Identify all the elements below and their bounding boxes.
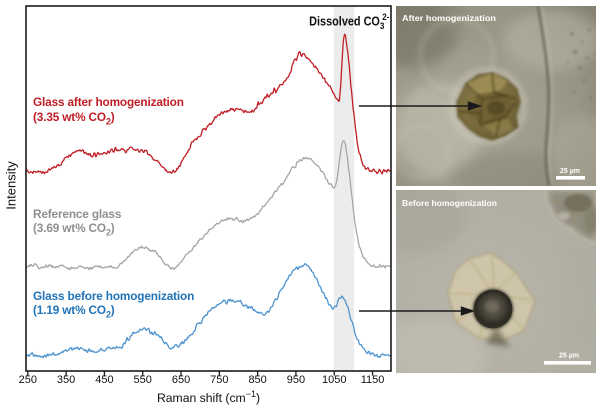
photo-after-title: After homogenization [402, 13, 496, 23]
x-axis-tick-labels: 250 350 450 550 650 750 850 950 1050 1150 [19, 374, 385, 386]
x-tick-label: 450 [95, 374, 113, 386]
label-before-sub: 2 [105, 309, 111, 320]
photo-after-scale-bar: 25 µm [556, 168, 585, 180]
photo-after-texture-part-part [566, 60, 570, 64]
label-glass-after-homogenization: Glass after homogenization (3.35 wt% CO2) [33, 95, 184, 128]
spectrum-glass-after-homogenization [25, 33, 391, 175]
photo-after-texture-part [566, 28, 593, 100]
label-ref-close: ) [110, 221, 115, 235]
label-after-line2: (3.35 wt% CO [33, 109, 106, 124]
x-axis-label: Raman shift (cm−1) [26, 389, 391, 405]
photo-before-texture-part [396, 190, 466, 254]
x-tick-label: 350 [57, 374, 75, 386]
glass-chip-after-part-part [495, 118, 501, 138]
blob-top-right-part [566, 219, 570, 223]
photo-before-texture-part [396, 320, 486, 373]
label-before-close: ) [110, 303, 115, 317]
dissolved-co3-label: Dissolved CO32- [309, 12, 389, 32]
blob-top-right-part [556, 204, 562, 210]
plot-frame [25, 5, 392, 372]
photo-after-scale-rect [556, 176, 585, 180]
blob-top-right-part [546, 190, 596, 244]
x-tick-label: 1050 [322, 374, 346, 386]
photo-after-scale-text: 25 µm [560, 168, 580, 175]
y-axis-label: Intensity [3, 161, 18, 210]
spectrum-glass-before-homogenization [25, 263, 391, 359]
label-before-line1: Glass before homogenization [33, 288, 195, 303]
photo-after-texture-part-part [585, 56, 589, 60]
photo-after-texture-part [504, 10, 596, 70]
label-glass-before-homogenization: Glass before homogenization (1.19 wt% CO2… [33, 289, 194, 322]
photo-after-texture-part-part [587, 28, 591, 32]
micrograph-after-homogenization: After homogenization 25 µm [396, 6, 596, 186]
glass-chip-before-part [494, 290, 498, 294]
blob-top-right [546, 190, 596, 244]
blob-top-right-part [558, 212, 570, 220]
label-after-sub: 2 [105, 115, 111, 126]
glass-chip-after-part-part [457, 110, 481, 114]
photo-after-texture-part-part [589, 96, 593, 100]
photo-after-texture-part-part [573, 50, 577, 54]
photo-after-texture-part [548, 116, 596, 186]
x-tick-label: 950 [287, 374, 305, 386]
blob-top-right-part [584, 206, 596, 234]
micrograph-before-homogenization: Before homogenization 25 µm [396, 190, 596, 373]
label-ref-line1: Reference glass [33, 206, 122, 221]
x-axis-ticks [27, 371, 374, 376]
label-after-line1: Glass after homogenization [33, 95, 184, 109]
photo-after-texture-part [414, 13, 500, 99]
photo-after-texture [396, 6, 596, 186]
photo-before-scale-bar: 25 µm [544, 353, 591, 365]
label-after-close: ) [110, 109, 115, 124]
glass-chip-after [449, 67, 527, 145]
dissolved-co3-sup: 2- [381, 11, 389, 23]
x-tick-label: 850 [248, 374, 266, 386]
label-ref-sub: 2 [105, 227, 111, 238]
chip-shadow [486, 326, 510, 347]
dissolved-co3-sub: 3 [379, 20, 384, 32]
x-tick-label: 1150 [361, 374, 385, 386]
photo-before-scale-rect [544, 361, 591, 365]
photo-after-texture-part-part [570, 32, 574, 36]
glass-chip-after-part [466, 73, 508, 95]
glass-chip-after-part [484, 119, 514, 137]
x-axis-label-close: ) [255, 391, 261, 406]
glass-chip-before-part [501, 293, 503, 295]
glass-chip-before [447, 252, 536, 347]
photo-before-title: Before homogenization [402, 198, 497, 208]
glass-chip-after-part-part [491, 72, 517, 100]
photo-before-scale-text: 25 µm [559, 353, 579, 360]
photo-after-texture-part [541, 6, 554, 186]
glass-chip-after-part [487, 101, 505, 115]
spectrum-reference-glass [25, 140, 392, 271]
x-tick-label: 250 [19, 374, 37, 386]
label-before-line2: (1.19 wt% CO [33, 303, 106, 317]
photo-after-texture-part [396, 124, 450, 180]
photo-after-texture-part-part [572, 90, 576, 94]
label-ref-line2: (3.69 wt% CO [33, 221, 106, 235]
glass-chip-after-part [457, 72, 518, 138]
x-axis-label-text: Raman shift (cm [156, 391, 246, 406]
glass-chip-after-part-part [479, 101, 518, 126]
dissolved-co3-text: Dissolved CO [308, 12, 380, 28]
spectra-curves [25, 33, 392, 359]
photo-after-texture-part-part [582, 78, 586, 82]
photo-before-texture-part [558, 230, 596, 350]
photo-after-texture-part-part [578, 66, 582, 70]
raman-spectra-chart: 250 350 450 550 650 750 850 950 1050 1150 [19, 5, 392, 386]
photo-after-texture-part-part [580, 40, 584, 44]
fiber-line [536, 6, 551, 186]
x-axis-label-sup: −1 [245, 389, 256, 399]
photo-before-texture [396, 190, 596, 373]
x-tick-label: 650 [172, 374, 190, 386]
label-reference-glass: Reference glass (3.69 wt% CO2) [33, 207, 121, 240]
x-tick-label: 550 [134, 374, 152, 386]
glass-chip-before-part [485, 300, 499, 312]
blob-top-right-part [564, 194, 592, 212]
x-tick-label: 750 [210, 374, 228, 386]
